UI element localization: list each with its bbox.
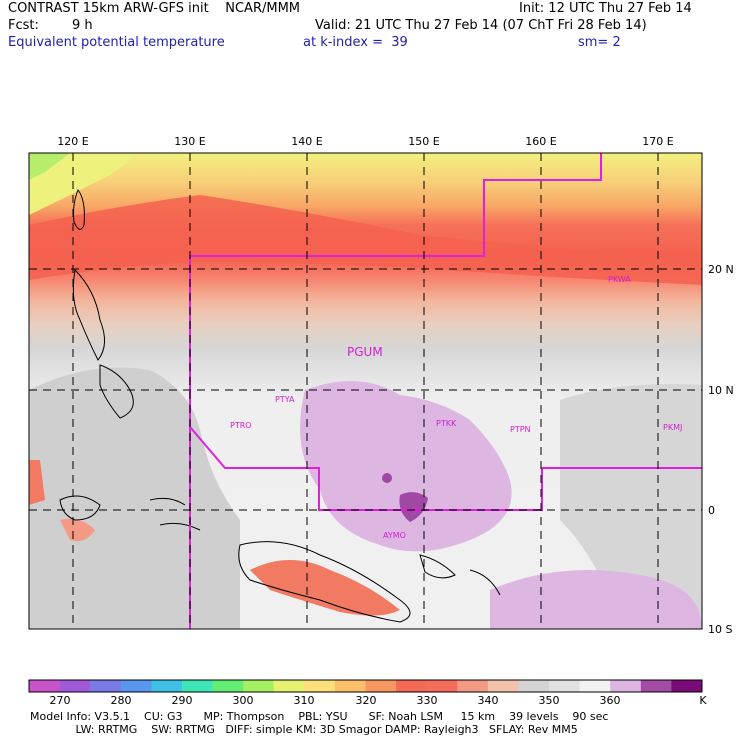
station-label: PKWA (608, 275, 631, 284)
level-info: at k-index = 39 (303, 35, 408, 50)
colorbar-tick: 360 (599, 694, 621, 707)
colorbar-tick: 280 (110, 694, 132, 707)
lat-label: 10 N (708, 384, 734, 397)
station-label: PTRO (230, 421, 252, 430)
colorbar-frame (28, 679, 703, 693)
colorbar-tick: 290 (171, 694, 193, 707)
colorbar-swatch (671, 680, 703, 692)
colorbar-swatch (120, 680, 152, 692)
region-boundary (189, 153, 702, 629)
colorbar-swatch (59, 680, 91, 692)
colorbar-swatch (579, 680, 611, 692)
colorbar-tick: 300 (232, 694, 254, 707)
lon-label: 170 E (642, 135, 673, 148)
field-name: Equivalent potential temperature (8, 35, 225, 50)
colorbar-swatch (396, 680, 427, 692)
colorbar-tick: 350 (538, 694, 560, 707)
station-label: AYMO (383, 531, 406, 540)
lon-label: 130 E (174, 135, 205, 148)
colorbar-swatch (487, 680, 519, 692)
colorbar-tick: 340 (477, 694, 499, 707)
colorbar-swatch (29, 680, 60, 692)
lat-label: 0 (708, 504, 715, 517)
colorbar-unit: K (699, 694, 707, 707)
coastlines (59, 189, 501, 623)
model-info-line1: Model Info: V3.5.1 CU: G3 MP: Thompson P… (30, 710, 609, 723)
station-label: PTKK (436, 419, 457, 428)
colorbar-swatch (304, 680, 336, 692)
lon-label: 160 E (525, 135, 556, 148)
colorbar-swatch (518, 680, 550, 692)
colorbar-swatch (181, 680, 213, 692)
station-label: PKMJ (663, 423, 682, 432)
lon-label: 140 E (291, 135, 322, 148)
colorbar-swatch (90, 680, 122, 692)
colorbar-tick: 330 (416, 694, 438, 707)
colorbar-tick: 270 (49, 694, 71, 707)
colorbar-swatch (457, 680, 489, 692)
station-label: PTYA (275, 395, 295, 404)
shaded-field (29, 153, 702, 629)
forecast-hour: 9 h (72, 18, 93, 33)
forecast-label: Fcst: (8, 18, 39, 33)
map-frame (28, 152, 703, 630)
valid-time: Valid: 21 UTC Thu 27 Feb 14 (07 ChT Fri … (315, 18, 647, 33)
colorbar-tick: 310 (293, 694, 315, 707)
model-info-line2: LW: RRTMG SW: RRTMG DIFF: simple KM: 3D … (30, 723, 578, 736)
colorbar-swatch (212, 680, 244, 692)
colorbar-swatch (273, 680, 305, 692)
colorbar-swatch (549, 680, 580, 692)
colorbar (28, 679, 703, 693)
smoothing-info: sm= 2 (578, 35, 621, 50)
lat-label: 10 S (708, 623, 732, 636)
colorbar-tick: 320 (355, 694, 377, 707)
title-line: CONTRAST 15km ARW-GFS init NCAR/MMM (8, 1, 301, 16)
station-label: PGUM (347, 345, 383, 359)
init-time: Init: 12 UTC Thu 27 Feb 14 (519, 1, 692, 16)
colorbar-swatch (243, 680, 275, 692)
lon-label: 120 E (57, 135, 88, 148)
lat-label: 20 N (708, 263, 734, 276)
colorbar-swatch (334, 680, 366, 692)
colorbar-swatch (151, 680, 183, 692)
colorbar-swatch (365, 680, 397, 692)
colorbar-swatch (426, 680, 458, 692)
station-label: PTPN (510, 425, 531, 434)
graticule (29, 153, 702, 629)
colorbar-swatch (640, 680, 672, 692)
lon-label: 150 E (408, 135, 439, 148)
colorbar-swatch (610, 680, 642, 692)
